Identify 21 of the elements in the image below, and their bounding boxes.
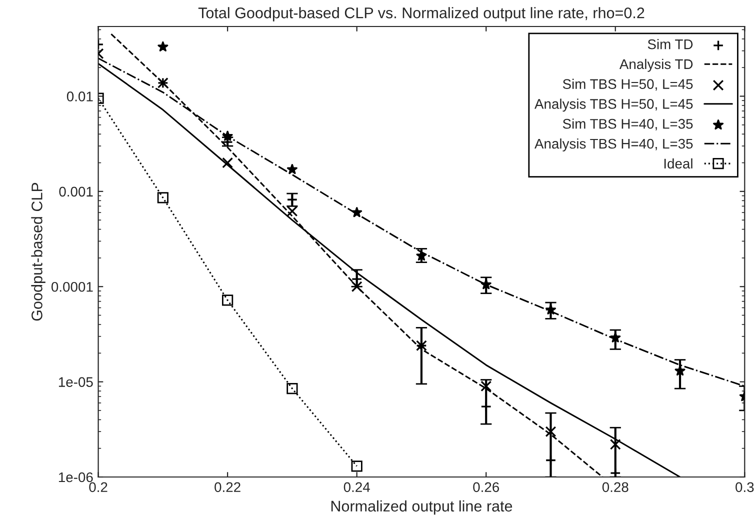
x-tick-label: 0.2 <box>89 482 108 492</box>
x-tick-label: 0.28 <box>602 482 628 492</box>
legend-label: Ideal <box>664 158 692 169</box>
y-axis-title: Goodput-based CLP <box>31 182 46 321</box>
legend-label: Sim TD <box>648 39 693 50</box>
legend-label: Analysis TBS H=50, L=45 <box>534 98 693 112</box>
x-axis-title: Normalized output line rate <box>331 500 512 515</box>
y-tick-label: 1e-05 <box>58 377 93 387</box>
y-tick-label: 0.001 <box>59 186 93 197</box>
y-tick-label: 0.0001 <box>51 282 93 292</box>
y-tick-label: 0.01 <box>66 92 93 102</box>
x-tick-label: 0.26 <box>473 482 500 492</box>
y-tick-label: 1e-06 <box>58 472 93 482</box>
chart-title: Total Goodput-based CLP vs. Normalized output line rate, rho=0.2 <box>198 7 644 22</box>
x-tick-label: 0.3 <box>736 482 754 492</box>
legend-label: Sim TBS H=50, L=45 <box>562 78 693 91</box>
legend-label: Analysis TBS H=40, L=35 <box>534 138 693 152</box>
x-tick-label: 0.22 <box>214 482 240 492</box>
legend-label: Sim TBS H=40, L=35 <box>562 118 693 130</box>
x-tick-label: 0.24 <box>344 482 370 492</box>
legend-label: Analysis TD <box>619 58 693 72</box>
